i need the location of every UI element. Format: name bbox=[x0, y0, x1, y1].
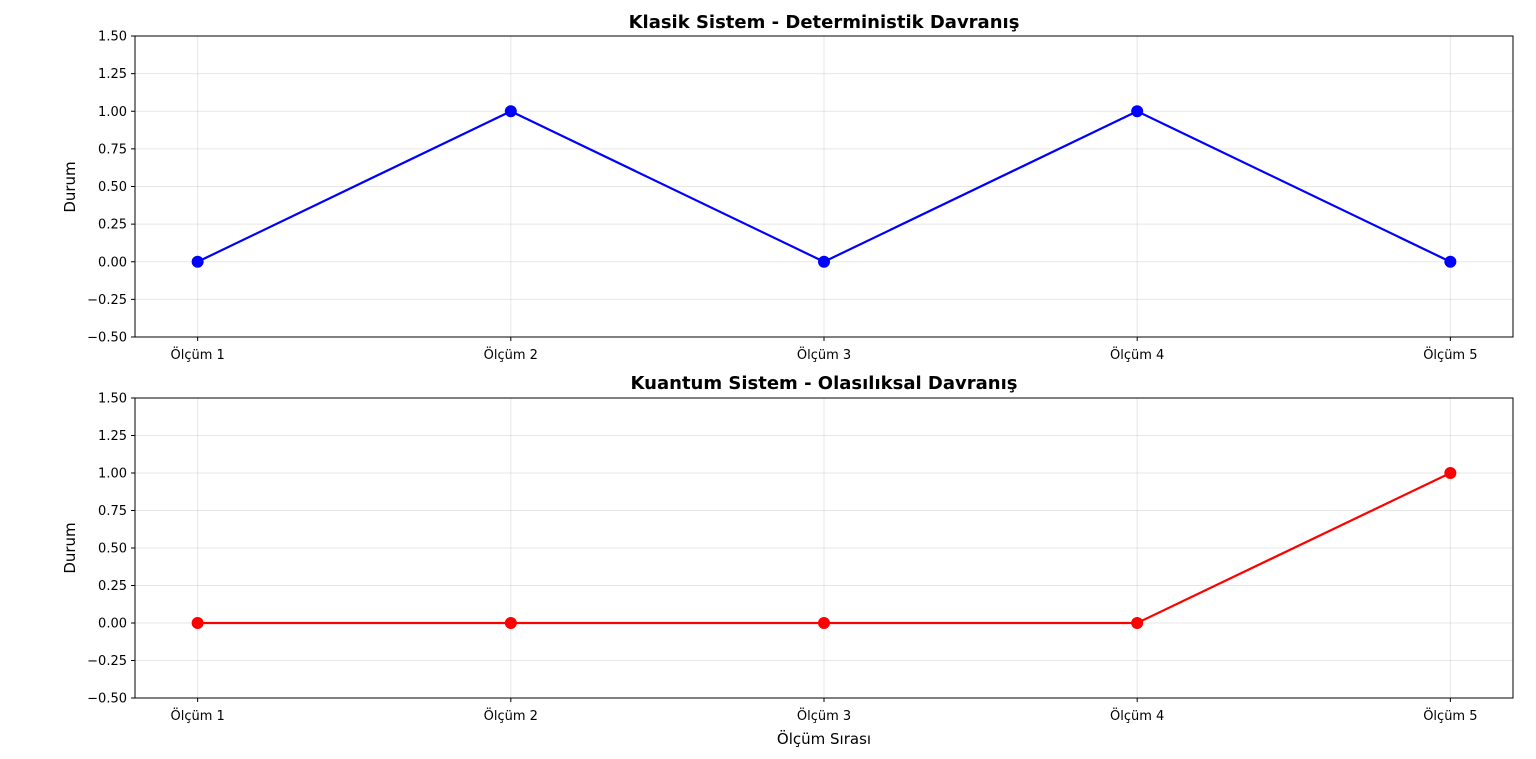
data-point bbox=[504, 105, 517, 118]
y-tick-label: 1.50 bbox=[98, 30, 127, 45]
y-tick-label: 0.50 bbox=[98, 180, 127, 195]
grid-lines bbox=[135, 35, 1513, 338]
x-tick-label: Ölçüm 2 bbox=[484, 707, 538, 724]
data-point bbox=[504, 617, 517, 629]
x-axis-label: Ölçüm Sırası bbox=[777, 729, 871, 748]
y-tick-label: 1.25 bbox=[98, 429, 127, 444]
ticks: −0.50 −0.25 0.00 0.25 0.50 0.75 1.00 1.25 1.50 Öl… bbox=[87, 392, 1477, 725]
chart-title: Klasik Sistem - Deterministik Davranış bbox=[629, 12, 1020, 33]
data-point bbox=[1444, 255, 1457, 268]
bottom-chart-quantum-system: Kuantum Sistem - Olasılıksal Davranış Du… bbox=[61, 373, 1514, 748]
y-tick-label: 0.00 bbox=[98, 617, 127, 632]
y-tick-label: −0.25 bbox=[87, 293, 127, 308]
plot-frame bbox=[134, 35, 1514, 338]
data-point bbox=[1131, 617, 1144, 629]
x-tick-label: Ölçüm 4 bbox=[1110, 346, 1164, 363]
y-tick-label: 1.00 bbox=[98, 467, 127, 482]
x-tick-label: Ölçüm 3 bbox=[797, 346, 851, 363]
y-tick-label: 0.25 bbox=[98, 218, 127, 233]
y-tick-label: 1.50 bbox=[98, 392, 127, 407]
x-tick-label: Ölçüm 5 bbox=[1423, 707, 1477, 724]
y-tick-label: −0.50 bbox=[87, 331, 127, 346]
x-tick-label: Ölçüm 1 bbox=[170, 707, 224, 724]
top-chart-classical-system: Klasik Sistem - Deterministik Davranış D… bbox=[61, 12, 1514, 364]
x-tick-label: Ölçüm 5 bbox=[1423, 346, 1477, 363]
y-tick-label: −0.50 bbox=[87, 692, 127, 707]
plot-frame bbox=[134, 397, 1514, 699]
data-point bbox=[1444, 467, 1457, 479]
grid-lines bbox=[135, 397, 1513, 699]
chart-title: Kuantum Sistem - Olasılıksal Davranış bbox=[631, 373, 1018, 394]
y-tick-label: 0.00 bbox=[98, 255, 127, 270]
data-point bbox=[818, 255, 830, 268]
y-tick-label: 1.25 bbox=[98, 67, 127, 82]
series bbox=[191, 467, 1457, 629]
data-point bbox=[191, 617, 204, 629]
x-tick-label: Ölçüm 3 bbox=[797, 707, 851, 724]
x-tick-label: Ölçüm 2 bbox=[484, 346, 538, 363]
y-axis-label: Durum bbox=[61, 522, 79, 573]
x-tick-label: Ölçüm 4 bbox=[1110, 707, 1164, 724]
y-tick-label: 0.50 bbox=[98, 542, 127, 557]
y-tick-label: 1.00 bbox=[98, 105, 127, 120]
x-tick-label: Ölçüm 1 bbox=[170, 346, 224, 363]
data-point bbox=[818, 617, 830, 629]
series bbox=[191, 105, 1457, 268]
data-point bbox=[191, 255, 204, 268]
y-axis-label: Durum bbox=[61, 161, 79, 212]
y-tick-label: −0.25 bbox=[87, 654, 127, 669]
ticks: −0.50 −0.25 0.00 0.25 0.50 0.75 1.00 1.25 1.50 Öl… bbox=[87, 30, 1477, 364]
y-tick-label: 0.75 bbox=[98, 504, 127, 519]
y-tick-label: 0.25 bbox=[98, 579, 127, 594]
y-tick-label: 0.75 bbox=[98, 142, 127, 157]
data-point bbox=[1131, 105, 1144, 118]
